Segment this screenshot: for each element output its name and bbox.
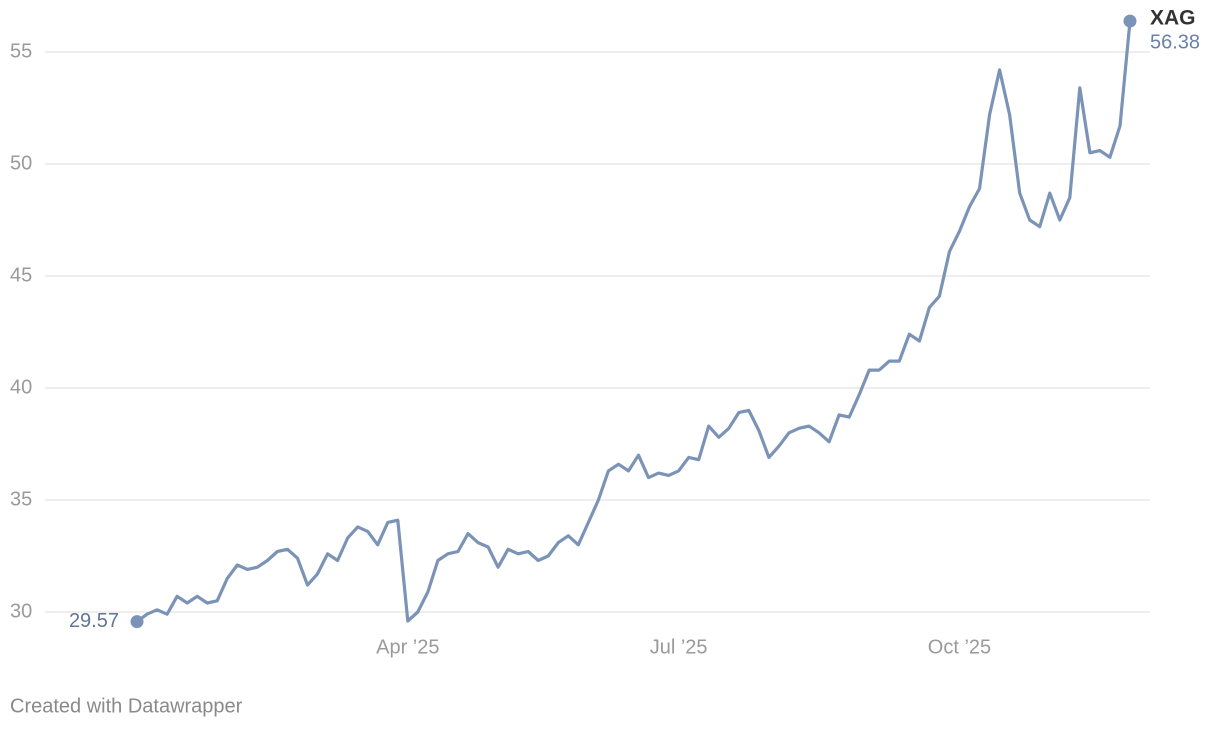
- end-dot: [1123, 14, 1137, 28]
- start-value-label: 29.57: [69, 610, 119, 632]
- x-tick-label: Jul ’25: [650, 636, 708, 658]
- x-tick-label: Apr ’25: [376, 636, 439, 658]
- start-dot: [130, 615, 144, 629]
- line: [136, 20, 1132, 623]
- series-label: XAG: [1150, 7, 1196, 30]
- y-tick-label: 50: [10, 152, 32, 174]
- y-tick-label: 40: [10, 376, 32, 398]
- credit: Created with Datawrapper: [10, 695, 243, 717]
- end-value-label: 56.38: [1150, 31, 1200, 53]
- x-tick-label: Oct ’25: [928, 636, 991, 658]
- y-tick-label: 45: [10, 264, 32, 286]
- y-tick-label: 30: [10, 600, 32, 622]
- y-tick-label: 55: [10, 40, 32, 62]
- y-tick-label: 35: [10, 488, 32, 510]
